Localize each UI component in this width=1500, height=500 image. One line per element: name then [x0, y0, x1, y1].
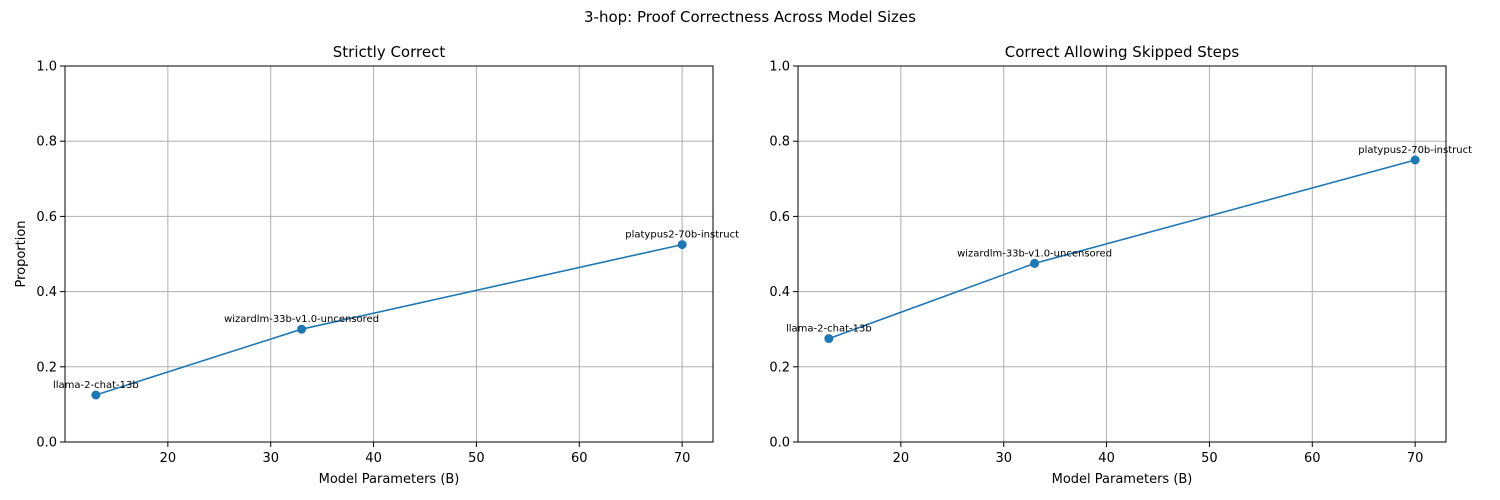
plot-frame: [64, 65, 714, 443]
y-tick-label: 0.4: [36, 285, 57, 300]
x-tick-label: 20: [160, 451, 177, 466]
x-tick-label: 40: [1098, 451, 1115, 466]
data-point: [1410, 155, 1420, 165]
point-label: llama-2-chat-13b: [786, 324, 872, 335]
x-tick-label: 60: [571, 451, 588, 466]
y-tick-label: 0.4: [769, 285, 790, 300]
y-tick-label: 0.2: [769, 360, 790, 375]
figure-title: 3-hop: Proof Correctness Across Model Si…: [584, 8, 916, 26]
y-tick-label: 0.8: [769, 135, 790, 150]
y-tick-label: 1.0: [769, 60, 790, 75]
x-tick-label: 40: [365, 451, 382, 466]
x-tick-label: 30: [995, 451, 1012, 466]
y-tick-label: 0.8: [36, 135, 57, 150]
y-tick-label: 0.6: [769, 210, 790, 225]
x-tick-label: 50: [468, 451, 485, 466]
y-tick-label: 0.2: [36, 360, 57, 375]
data-point: [1030, 258, 1040, 268]
x-axis-label: Model Parameters (B): [1052, 472, 1193, 487]
y-tick-label: 1.0: [36, 60, 57, 75]
chart-panel-strictly-correct: 20 30 40 50 60 70 0.0 0.2 0.4 0.6 0.8 1.0 Strictly C…: [14, 43, 739, 487]
x-axis-label: Model Parameters (B): [319, 472, 460, 487]
chart-title: Strictly Correct: [333, 43, 446, 61]
point-label: platypus2-70b-instruct: [625, 230, 739, 241]
point-label: platypus2-70b-instruct: [1358, 145, 1472, 156]
x-tick-label: 50: [1201, 451, 1218, 466]
x-tick-label: 30: [262, 451, 279, 466]
data-point: [297, 324, 307, 334]
series-line: [95, 243, 683, 396]
plot-frame: [797, 65, 1447, 443]
data-point: [824, 334, 834, 344]
point-label: wizardlm-33b-v1.0-uncensored: [224, 314, 379, 325]
y-axis-label: Proportion: [14, 220, 29, 287]
x-tick-label: 70: [674, 451, 691, 466]
x-tick-label: 20: [893, 451, 910, 466]
point-label: wizardlm-33b-v1.0-uncensored: [957, 248, 1112, 259]
data-point: [677, 240, 687, 250]
x-tick-label: 60: [1304, 451, 1321, 466]
y-tick-label: 0.6: [36, 210, 57, 225]
chart-panel-allowing-skipped-steps: 20 30 40 50 60 70 0.0 0.2 0.4 0.6 0.8 1.0 Correct Al…: [769, 43, 1472, 487]
y-tick-label: 0.0: [769, 436, 790, 451]
x-tick-label: 70: [1407, 451, 1424, 466]
chart-title: Correct Allowing Skipped Steps: [1005, 43, 1240, 61]
y-tick-label: 0.0: [36, 436, 57, 451]
point-label: llama-2-chat-13b: [53, 380, 139, 391]
series-line: [828, 159, 1416, 340]
data-point: [91, 390, 101, 400]
